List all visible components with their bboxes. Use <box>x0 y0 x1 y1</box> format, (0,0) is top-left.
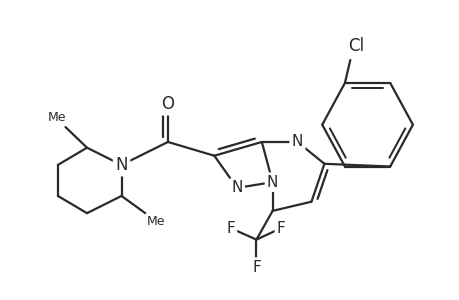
Text: N: N <box>291 134 302 149</box>
Text: F: F <box>226 220 235 236</box>
Text: N: N <box>115 156 128 174</box>
Text: O: O <box>161 95 174 113</box>
Text: F: F <box>276 220 285 236</box>
Text: Me: Me <box>146 215 165 228</box>
Text: F: F <box>252 260 260 274</box>
Text: N: N <box>231 180 242 195</box>
Text: Me: Me <box>47 111 66 124</box>
Text: N: N <box>266 175 278 190</box>
Text: Cl: Cl <box>347 37 363 55</box>
